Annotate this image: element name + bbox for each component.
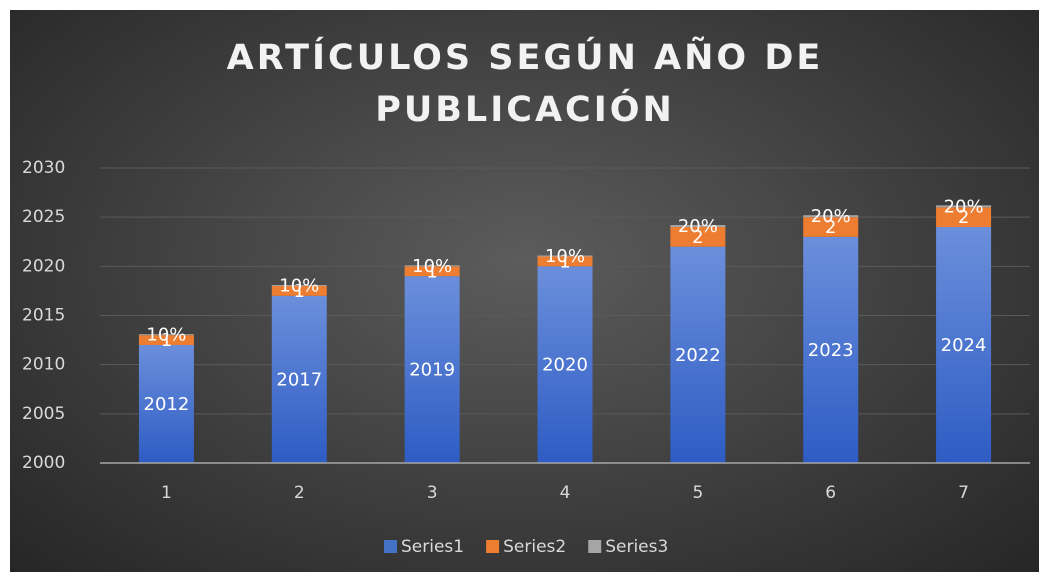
bar-segment xyxy=(138,334,194,336)
x-tick-label: 2 xyxy=(294,483,305,503)
data-label: 1 xyxy=(161,330,172,351)
legend-label: Series2 xyxy=(503,537,566,557)
bar-segment xyxy=(138,345,194,463)
data-label: 1 xyxy=(426,261,437,282)
bar-segment xyxy=(537,266,593,463)
data-label: 2022 xyxy=(675,345,721,366)
bar-segment xyxy=(271,295,327,463)
y-tick-label: 2015 xyxy=(22,306,65,326)
bar-segment xyxy=(936,227,992,463)
bar-segment xyxy=(670,246,726,463)
y-tick-label: 2010 xyxy=(22,355,65,375)
data-label: 10% xyxy=(146,325,186,346)
bar-segment xyxy=(404,266,460,277)
x-tick-label: 3 xyxy=(427,483,438,503)
bar-segment xyxy=(404,265,460,267)
legend-swatch xyxy=(486,540,500,553)
bar-segment xyxy=(271,285,327,286)
y-tick-label: 2025 xyxy=(22,207,65,227)
y-tick-label: 2030 xyxy=(22,158,65,178)
data-label: 2 xyxy=(958,207,969,228)
data-label: 20% xyxy=(944,196,984,217)
x-tick-label: 5 xyxy=(692,483,703,503)
chart-title: ARTÍCULOS SEGÚN AÑO DE PUBLICACIÓN xyxy=(226,38,824,130)
x-tick-label: 1 xyxy=(161,483,172,503)
y-tick-label: 2020 xyxy=(22,256,65,276)
bar-segment xyxy=(138,335,194,345)
data-label: 2017 xyxy=(276,369,322,390)
bar-segment xyxy=(404,276,460,463)
bar-segment xyxy=(936,205,992,208)
data-label: 2020 xyxy=(542,355,588,376)
x-tick-label: 7 xyxy=(958,483,969,503)
bar-segment xyxy=(670,225,726,227)
legend-label: Series1 xyxy=(401,537,464,557)
bar-segment xyxy=(936,207,992,227)
data-label: 20% xyxy=(678,216,718,237)
data-label: 2 xyxy=(825,217,836,238)
data-label: 2024 xyxy=(941,335,987,356)
y-tick-label: 2005 xyxy=(22,404,65,424)
data-label: 10% xyxy=(545,246,585,267)
bar-segment xyxy=(803,215,859,218)
data-label: 2012 xyxy=(144,394,190,415)
legend-swatch xyxy=(588,540,602,553)
data-label: 2023 xyxy=(808,340,854,361)
data-label: 1 xyxy=(294,281,305,302)
bar-segment xyxy=(537,255,593,257)
y-tick-label: 2000 xyxy=(22,453,65,473)
legend-label: Series3 xyxy=(605,537,668,557)
bar-segment xyxy=(271,286,327,296)
data-label: 10% xyxy=(279,276,319,297)
x-tick-label: 6 xyxy=(825,483,836,503)
data-label: 2 xyxy=(692,227,703,248)
bar-segment xyxy=(537,256,593,267)
bar-segment xyxy=(803,236,859,463)
legend-swatch xyxy=(384,540,397,553)
x-tick-label: 4 xyxy=(560,483,571,503)
bar-segment xyxy=(803,217,859,237)
data-label: 2019 xyxy=(409,360,455,381)
data-label: 10% xyxy=(412,256,452,277)
chart-background xyxy=(10,10,1039,572)
data-label: 1 xyxy=(559,251,570,272)
bar-segment xyxy=(670,227,726,247)
data-label: 20% xyxy=(811,206,851,227)
